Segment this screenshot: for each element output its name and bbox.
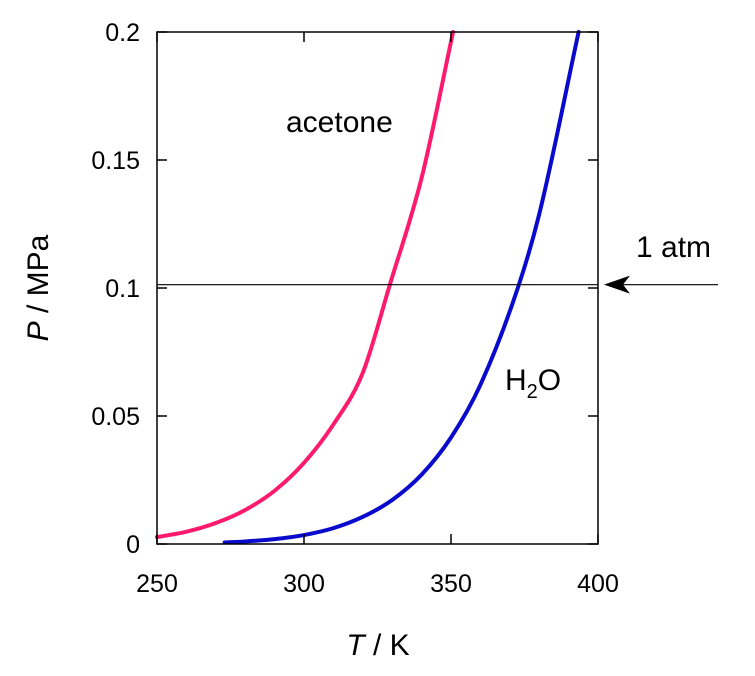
y-axis-title: P / MPa [22,234,55,341]
y-tick-label: 0.05 [91,403,140,431]
one-atm-arrow [604,275,718,294]
y-tick-label: 0.1 [105,275,140,303]
x-tick-label: 300 [283,570,325,598]
y-axis-symbol: P [22,321,55,341]
acetone-label: acetone [286,106,393,139]
tick-labels-layer: 250 300 350 400 0 0.05 0.1 0.15 0.2 [91,19,619,598]
y-axis-unit: / MPa [22,234,55,321]
water-label-h: H [505,364,527,397]
one-atm-label: 1 atm [636,231,711,264]
curves-layer [155,30,581,545]
x-axis-symbol: T [346,629,367,662]
curve-acetone [155,30,456,540]
x-tick-label: 250 [136,570,178,598]
water-label-o: O [538,364,561,397]
one-atm-arrow-head [604,275,630,294]
y-tick-label: 0 [126,531,140,559]
y-tick-label: 0.2 [105,19,140,47]
ticks-layer [156,31,599,545]
water-label: H2O [505,364,561,403]
x-axis-unit: / K [365,629,410,662]
curve-h2o [222,30,581,545]
x-tick-label: 400 [577,570,619,598]
y-tick-label: 0.15 [91,147,140,175]
x-axis-title: T / K [346,629,409,662]
x-tick-label: 350 [430,570,472,598]
water-label-subscript: 2 [527,381,538,403]
